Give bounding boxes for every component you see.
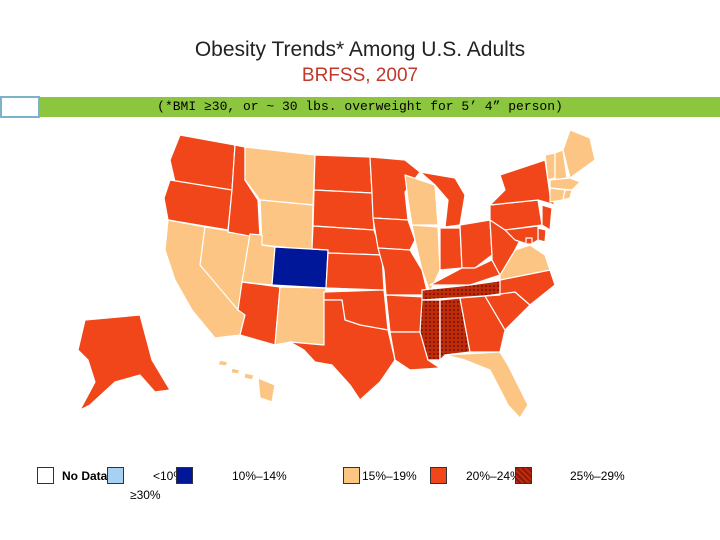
header-bar <box>40 97 720 117</box>
legend-swatch-15-19 <box>343 467 360 484</box>
legend-label-30plus: ≥30% <box>130 488 161 502</box>
state-NM <box>274 286 327 346</box>
state-MN <box>369 156 421 221</box>
state-CO <box>271 246 329 289</box>
legend-swatch-10-14 <box>176 467 193 484</box>
map-subtitle: BRFSS, 2007 <box>301 65 419 86</box>
state-ME <box>562 129 596 179</box>
state-IN <box>439 227 463 271</box>
state-AZ <box>237 281 281 346</box>
map-title: Obesity Trends* Among U.S. Adults <box>194 38 526 61</box>
footnote: (*BMI ≥30, or ~ 30 lbs. overweight for 5… <box>157 99 563 114</box>
state-IA <box>372 217 416 251</box>
legend-label-20-24: 20%–24% <box>466 469 521 483</box>
state-MA <box>549 177 581 191</box>
state-HI <box>217 359 276 403</box>
state-DC <box>525 237 533 245</box>
state-OH <box>459 219 493 269</box>
header-bar-left-square <box>0 96 40 118</box>
legend-label-10-14: 10%–14% <box>232 469 287 483</box>
state-FL <box>444 351 529 419</box>
legend-label-no-data: No Data <box>62 469 108 483</box>
legend-swatch-lt10 <box>107 467 124 484</box>
state-TX <box>289 299 396 401</box>
state-OR <box>163 179 233 231</box>
legend-swatch-no-data <box>37 467 54 484</box>
legend-swatch-25-29 <box>515 467 532 484</box>
state-NY <box>489 159 556 206</box>
legend-swatch-20-24 <box>430 467 447 484</box>
state-NC <box>484 269 556 306</box>
state-NJ <box>541 204 553 231</box>
state-KS <box>325 252 385 291</box>
state-MS <box>419 299 441 361</box>
legend: No Data <10% 10%–14% 15%–19% 20%–24% 25%… <box>0 466 720 506</box>
state-SD <box>312 189 375 231</box>
us-map <box>77 129 596 419</box>
state-GA <box>459 295 506 353</box>
state-AR <box>385 294 426 333</box>
legend-label-25-29: 25%–29% <box>570 469 625 483</box>
state-DE <box>537 227 547 243</box>
state-RI <box>562 189 573 201</box>
state-WI <box>404 174 439 226</box>
state-WY <box>259 199 314 251</box>
state-MI <box>419 171 466 228</box>
legend-label-15-19: 15%–19% <box>362 469 417 483</box>
state-ND <box>313 154 373 194</box>
state-AK <box>77 314 171 411</box>
